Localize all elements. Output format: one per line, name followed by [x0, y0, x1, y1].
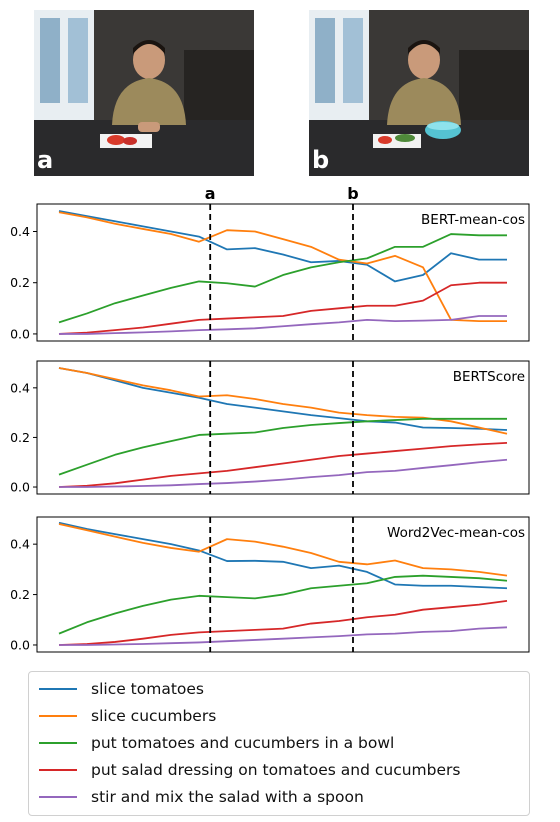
series-line — [58, 417, 507, 476]
series-line — [58, 281, 507, 335]
series-line — [58, 367, 508, 431]
legend-item-stir: stir and mix the salad with a spoon — [39, 786, 364, 808]
y-tick-label: 0.2 — [10, 430, 30, 445]
axes-frame — [36, 360, 530, 495]
y-tick-label: 0.2 — [10, 587, 30, 602]
legend-swatch — [39, 715, 77, 717]
legend-label: put tomatoes and cucumbers in a bowl — [91, 734, 395, 752]
photo-label-a: a — [37, 146, 54, 174]
series-line — [59, 315, 507, 335]
legend-item-slice-cucumbers: slice cucumbers — [39, 705, 216, 727]
y-tick-label: 0.0 — [10, 480, 30, 495]
series-line — [59, 626, 508, 646]
series-line — [58, 521, 508, 590]
marker-label-b: b — [347, 184, 358, 203]
photo-b-illustration — [309, 10, 529, 176]
series-line — [59, 458, 508, 488]
series-line — [58, 211, 507, 323]
y-tick-label: 0.0 — [10, 326, 30, 341]
legend-swatch — [39, 688, 77, 690]
y-tick-label: 0.4 — [10, 537, 30, 552]
legend-label: slice tomatoes — [91, 680, 205, 698]
panel-title: BERTScore — [453, 369, 525, 385]
y-tick-label: 0.4 — [10, 380, 30, 395]
photo-label-b: b — [312, 146, 330, 174]
axes-frame — [36, 516, 530, 653]
legend-item-dressing: put salad dressing on tomatoes and cucum… — [39, 759, 460, 781]
series-line — [58, 441, 508, 488]
legend-swatch — [39, 769, 77, 771]
legend-item-slice-tomatoes: slice tomatoes — [39, 678, 204, 700]
y-tick-label: 0.4 — [10, 224, 30, 239]
series-line — [58, 523, 508, 577]
legend-swatch — [39, 742, 77, 744]
photo-a: a — [34, 10, 254, 176]
legend: slice tomatoes slice cucumbers put tomat… — [28, 671, 530, 816]
panel-title: BERT-mean-cos — [421, 212, 525, 228]
photo-a-illustration — [34, 10, 254, 176]
legend-label: slice cucumbers — [91, 707, 217, 725]
legend-swatch — [39, 796, 77, 798]
series-line — [58, 233, 507, 324]
legend-label: stir and mix the salad with a spoon — [91, 788, 364, 806]
legend-item-bowl: put tomatoes and cucumbers in a bowl — [39, 732, 394, 754]
y-tick-label: 0.2 — [10, 275, 30, 290]
series-line — [58, 574, 508, 635]
photo-b: b — [309, 10, 529, 176]
marker-label-a: a — [205, 184, 216, 203]
series-line — [58, 367, 508, 435]
axes-frame — [36, 203, 530, 342]
panel-title: Word2Vec-mean-cos — [387, 525, 525, 541]
figure-canvas: 0.0 0.2 0.4 BERT-mean-cos 0.0 0.2 0.4 BERTScore… — [10, 184, 530, 653]
legend-label: put salad dressing on tomatoes and cucum… — [91, 761, 461, 779]
y-tick-label: 0.0 — [10, 637, 30, 652]
series-line — [58, 599, 508, 646]
series-line — [58, 210, 507, 283]
